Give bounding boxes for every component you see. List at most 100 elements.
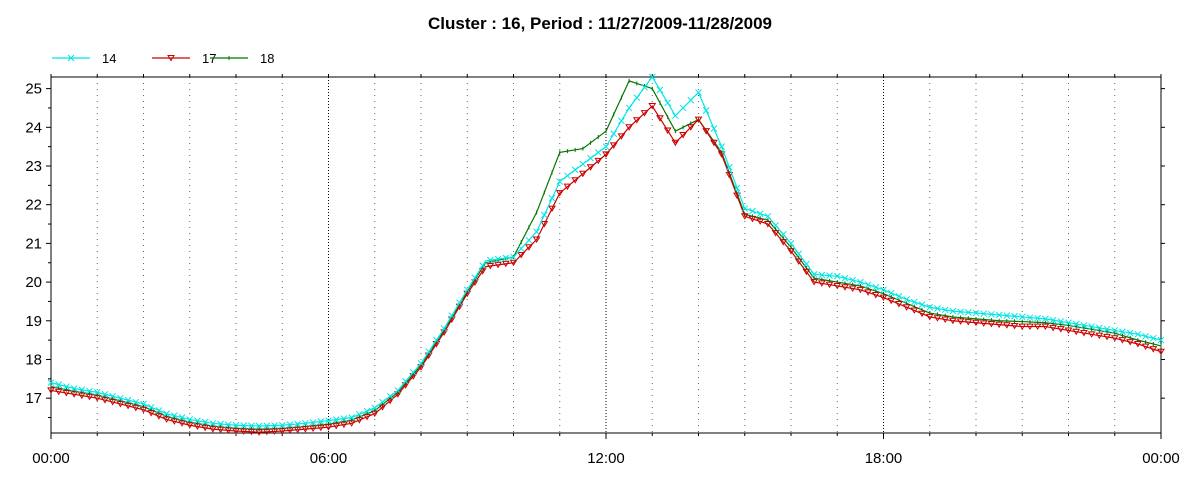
data-point — [717, 151, 726, 158]
data-point — [902, 304, 911, 311]
data-point — [749, 207, 756, 215]
data-point — [293, 426, 302, 434]
data-point — [571, 177, 580, 184]
data-point — [948, 317, 957, 325]
data-point — [988, 310, 995, 318]
data-point — [1149, 334, 1157, 342]
data-point — [47, 379, 55, 387]
data-point — [117, 394, 124, 402]
data-point — [1034, 314, 1042, 322]
data-point — [456, 299, 463, 307]
data-point — [201, 424, 210, 432]
data-point — [347, 420, 356, 427]
data-point — [779, 239, 788, 246]
legend-marker — [167, 55, 175, 62]
legend-label: 14 — [102, 51, 116, 66]
data-point — [602, 151, 610, 158]
data-point — [379, 398, 386, 406]
data-point — [124, 402, 132, 410]
data-point — [209, 419, 217, 427]
data-point — [910, 298, 918, 306]
data-point — [841, 284, 849, 291]
data-point — [471, 279, 479, 286]
data-point — [856, 286, 865, 294]
data-point — [47, 387, 55, 394]
data-point — [301, 426, 310, 433]
data-point — [995, 311, 1003, 319]
data-point — [340, 415, 348, 422]
data-point — [1118, 337, 1127, 344]
data-point — [155, 413, 163, 420]
data-point — [1111, 327, 1119, 334]
data-point — [795, 250, 803, 258]
data-point — [54, 388, 63, 396]
data-point — [139, 406, 148, 414]
data-point — [972, 319, 980, 327]
data-point — [286, 421, 294, 428]
data-point — [286, 427, 294, 434]
data-point — [679, 104, 687, 112]
data-point — [763, 221, 772, 228]
data-point — [186, 416, 194, 423]
data-point — [548, 194, 556, 202]
data-point — [578, 170, 587, 178]
data-point — [517, 252, 526, 259]
data-point — [1018, 313, 1026, 321]
data-point — [733, 192, 741, 200]
data-point — [248, 422, 255, 430]
data-point — [563, 183, 572, 191]
data-point — [1126, 339, 1135, 346]
data-point — [918, 310, 926, 318]
data-point — [857, 278, 864, 286]
data-point — [309, 425, 317, 432]
data-point — [864, 281, 872, 289]
data-point — [85, 393, 94, 401]
data-point — [1002, 322, 1011, 329]
data-point — [555, 190, 564, 197]
data-point — [255, 429, 264, 436]
data-point — [949, 307, 957, 315]
data-point — [987, 321, 996, 328]
data-point — [880, 286, 887, 294]
data-point — [833, 282, 842, 290]
data-point — [63, 383, 70, 390]
data-point — [633, 94, 641, 101]
data-point — [224, 427, 233, 434]
data-point — [1141, 343, 1150, 351]
data-point — [109, 392, 117, 400]
y-tick-label: 18 — [25, 351, 42, 368]
data-point — [579, 160, 587, 168]
data-point — [926, 303, 934, 311]
data-point — [178, 420, 186, 427]
data-point — [417, 364, 425, 371]
data-point — [548, 205, 556, 213]
data-point — [294, 420, 302, 428]
data-point — [363, 413, 371, 421]
data-point — [533, 228, 540, 236]
data-point — [340, 421, 348, 429]
data-point — [802, 268, 811, 276]
y-tick-label: 22 — [25, 197, 42, 214]
data-point — [641, 83, 648, 91]
data-point — [424, 352, 433, 360]
legend-label: 18 — [260, 51, 274, 66]
data-point — [232, 428, 240, 435]
data-point — [316, 424, 325, 432]
data-point — [625, 124, 634, 131]
data-point — [810, 279, 819, 286]
data-point — [625, 104, 633, 112]
data-point — [239, 428, 248, 435]
data-point — [710, 125, 718, 132]
data-point — [147, 410, 156, 417]
data-point — [725, 163, 733, 171]
data-point — [271, 422, 278, 429]
data-point — [447, 316, 456, 323]
data-point — [879, 294, 888, 302]
data-point — [487, 256, 494, 264]
data-point — [672, 112, 679, 120]
data-point — [525, 236, 533, 244]
data-point — [756, 218, 765, 225]
data-point — [895, 292, 903, 300]
data-point — [1072, 320, 1080, 328]
